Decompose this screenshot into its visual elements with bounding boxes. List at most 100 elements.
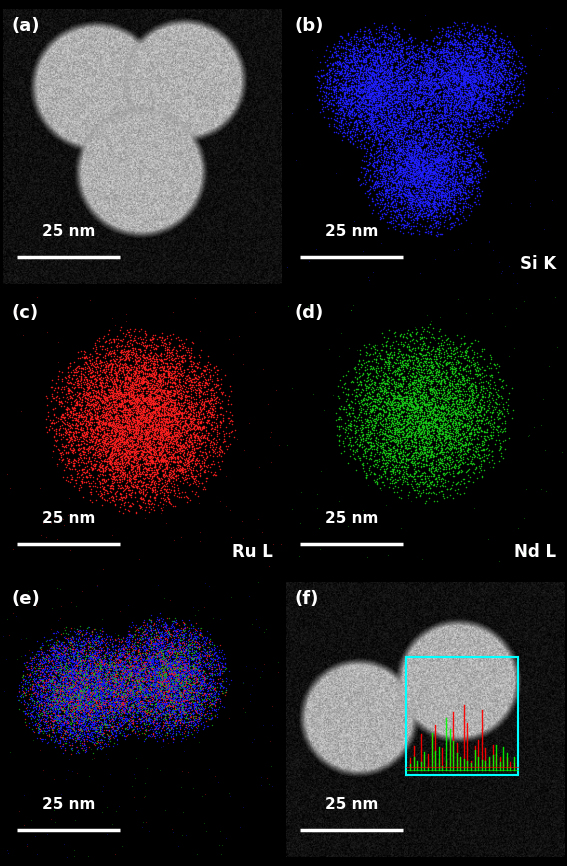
Point	[467, 417, 476, 431]
Point	[425, 458, 434, 472]
Point	[355, 47, 364, 61]
Point	[172, 681, 181, 695]
Point	[479, 381, 488, 395]
Point	[171, 699, 180, 713]
Point	[429, 392, 438, 406]
Point	[376, 470, 386, 484]
Point	[351, 62, 360, 76]
Point	[439, 414, 448, 428]
Point	[388, 86, 397, 100]
Point	[167, 664, 176, 678]
Point	[174, 460, 183, 474]
Point	[91, 683, 100, 697]
Point	[409, 98, 418, 112]
Point	[97, 649, 106, 662]
Point	[163, 659, 172, 673]
Point	[421, 162, 430, 176]
Point	[95, 673, 104, 687]
Point	[388, 462, 397, 476]
Point	[454, 93, 463, 107]
Point	[91, 430, 100, 444]
Point	[192, 636, 201, 650]
Point	[119, 664, 128, 678]
Point	[460, 68, 469, 82]
Point	[325, 64, 334, 78]
Point	[118, 468, 127, 481]
Point	[78, 712, 87, 726]
Point	[133, 667, 142, 681]
Point	[461, 307, 470, 320]
Point	[141, 706, 150, 720]
Point	[138, 625, 147, 639]
Point	[126, 656, 136, 669]
Point	[158, 408, 167, 422]
Point	[378, 81, 387, 95]
Point	[60, 697, 69, 711]
Point	[373, 440, 382, 454]
Point	[117, 400, 126, 414]
Point	[121, 699, 130, 713]
Point	[182, 436, 191, 449]
Point	[95, 690, 104, 704]
Point	[163, 432, 172, 446]
Point	[461, 88, 470, 102]
Point	[66, 356, 75, 370]
Point	[176, 640, 185, 654]
Point	[61, 669, 70, 683]
Point	[481, 36, 490, 50]
Point	[452, 119, 461, 132]
Point	[54, 394, 64, 408]
Point	[451, 167, 460, 181]
Point	[86, 637, 95, 650]
Point	[175, 644, 184, 658]
Point	[180, 652, 189, 666]
Point	[148, 677, 157, 691]
Point	[422, 58, 431, 72]
Point	[459, 70, 468, 84]
Point	[37, 695, 46, 709]
Point	[200, 480, 209, 494]
Point	[146, 382, 155, 396]
Point	[454, 392, 463, 406]
Point	[159, 639, 168, 653]
Point	[480, 81, 489, 94]
Point	[68, 694, 77, 708]
Point	[473, 405, 483, 419]
Point	[153, 710, 162, 724]
Point	[435, 171, 444, 184]
Point	[447, 220, 456, 234]
Point	[27, 712, 36, 726]
Point	[139, 494, 148, 507]
Point	[141, 680, 150, 694]
Point	[412, 326, 421, 339]
Point	[77, 721, 86, 735]
Point	[101, 676, 110, 690]
Point	[54, 726, 64, 740]
Point	[403, 90, 412, 104]
Point	[501, 36, 510, 50]
Point	[439, 196, 448, 210]
Point	[71, 636, 80, 650]
Point	[108, 708, 117, 721]
Point	[129, 694, 138, 708]
Point	[108, 404, 117, 418]
Point	[394, 410, 403, 424]
Point	[125, 425, 134, 439]
Point	[44, 671, 53, 685]
Point	[448, 53, 458, 67]
Point	[468, 85, 477, 99]
Point	[392, 153, 401, 167]
Point	[400, 165, 409, 178]
Point	[393, 176, 403, 190]
Point	[518, 58, 527, 72]
Point	[185, 715, 194, 729]
Point	[125, 374, 134, 388]
Point	[218, 659, 227, 673]
Point	[380, 469, 390, 483]
Point	[438, 458, 447, 472]
Point	[481, 97, 490, 111]
Point	[476, 383, 485, 397]
Point	[390, 448, 399, 462]
Point	[447, 105, 456, 119]
Point	[79, 385, 88, 399]
